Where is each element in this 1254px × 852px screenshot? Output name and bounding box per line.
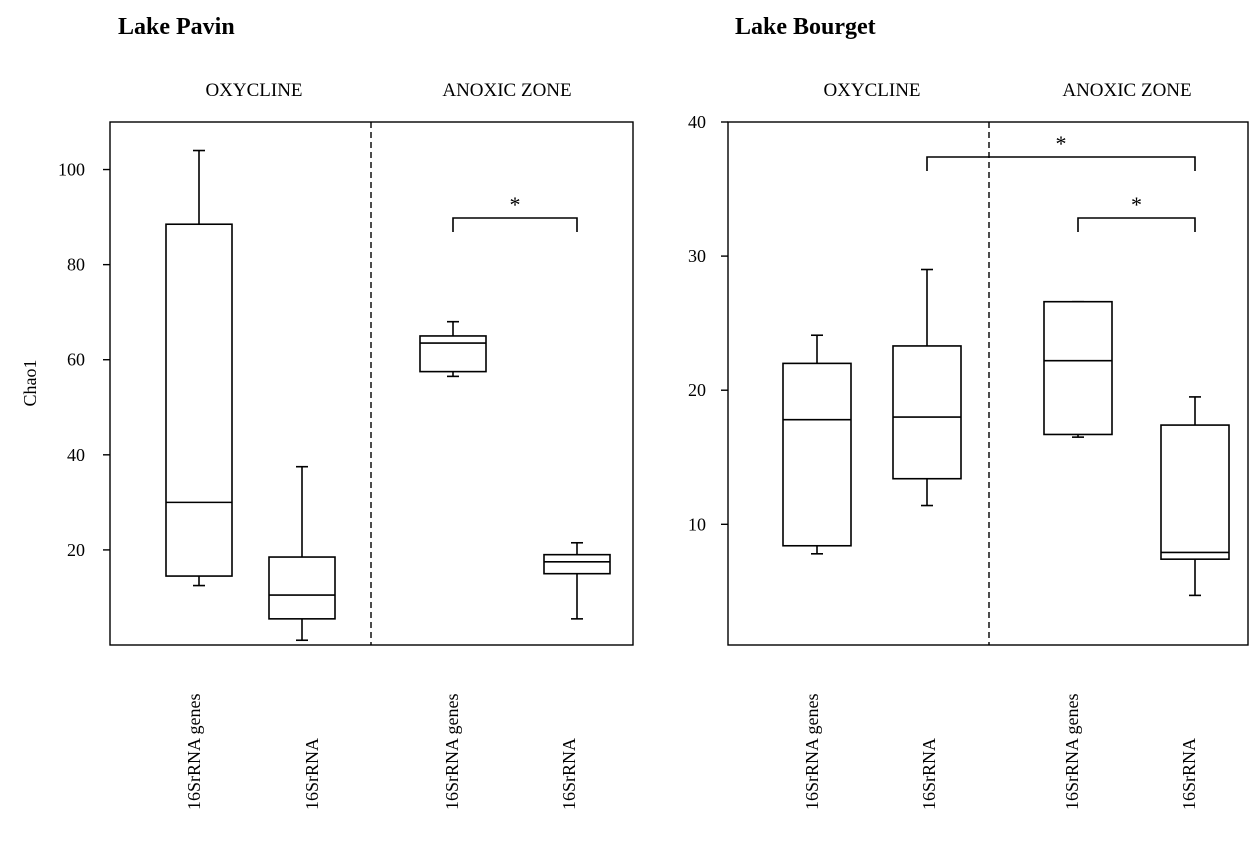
box-1 <box>165 149 233 587</box>
y-tick-label: 30 <box>688 246 706 266</box>
y-tick-label: 80 <box>67 255 85 275</box>
zone-label-anoxic: ANOXIC ZONE <box>1062 80 1191 101</box>
box-iqr <box>782 362 852 547</box>
y-axis-ticks: 10 20 30 40 <box>688 112 728 534</box>
zone-label-anoxic: ANOXIC ZONE <box>442 80 571 101</box>
y-tick-label: 40 <box>67 445 85 465</box>
y-tick-label: 60 <box>67 350 85 370</box>
y-axis-label: Chao1 <box>20 360 40 407</box>
panel-lake-bourget: Lake Bourget OXYCLINE ANOXIC ZONE 16SrRN… <box>688 14 1249 811</box>
box-2 <box>268 465 336 642</box>
box-iqr <box>419 335 487 373</box>
significance-brackets: * <box>452 192 578 232</box>
plot-frame <box>727 121 1249 646</box>
box-iqr <box>268 556 336 620</box>
y-tick-label: 40 <box>688 112 706 132</box>
box-iqr <box>1043 300 1113 436</box>
box-4 <box>1160 396 1230 597</box>
panel-title: Lake Bourget <box>735 14 876 40</box>
category-label: 16SrRNA <box>919 738 939 810</box>
y-tick-label: 10 <box>688 514 706 534</box>
significance-star: * <box>1131 192 1142 217</box>
box-series <box>782 268 1230 597</box>
box-4 <box>543 541 611 620</box>
significance-bracket <box>1077 217 1196 232</box>
zone-label-oxycline: OXYCLINE <box>823 80 920 101</box>
significance-bracket <box>926 156 1196 171</box>
significance-brackets: ** <box>926 131 1196 232</box>
box-3 <box>419 320 487 378</box>
box-1 <box>782 334 852 555</box>
category-label: 16SrRNA <box>559 738 579 810</box>
y-axis-ticks: 20 40 60 80 100 <box>58 160 110 560</box>
y-tick-label: 20 <box>67 540 85 560</box>
significance-bracket <box>452 217 578 232</box>
category-label: 16SrRNA genes <box>442 694 462 811</box>
box-series <box>165 149 611 642</box>
y-tick-label: 20 <box>688 380 706 400</box>
box-iqr <box>1160 424 1230 560</box>
box-2 <box>892 268 962 507</box>
box-3 <box>1043 300 1113 438</box>
box-iqr <box>892 345 962 480</box>
category-label: 16SrRNA <box>302 738 322 810</box>
category-label: 16SrRNA <box>1179 738 1199 810</box>
significance-star: * <box>1056 131 1067 156</box>
box-iqr <box>543 553 611 575</box>
category-label: 16SrRNA genes <box>1062 694 1082 811</box>
panel-lake-pavin: Lake Pavin OXYCLINE ANOXIC ZONE Chao1 16… <box>20 14 634 811</box>
box-iqr <box>165 223 233 577</box>
zone-label-oxycline: OXYCLINE <box>205 80 302 101</box>
category-label: 16SrRNA genes <box>802 694 822 811</box>
y-tick-label: 100 <box>58 160 85 180</box>
category-label: 16SrRNA genes <box>184 694 204 811</box>
panel-title: Lake Pavin <box>118 14 235 40</box>
significance-star: * <box>510 192 521 217</box>
